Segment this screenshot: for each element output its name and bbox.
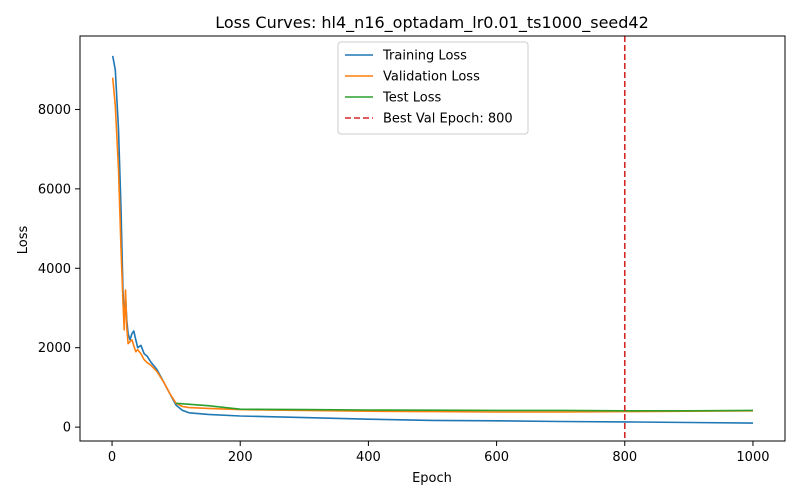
x-tick-label: 800 bbox=[612, 450, 637, 465]
plot-frame bbox=[79, 35, 786, 442]
x-tick-label: 600 bbox=[484, 450, 509, 465]
chart-title: Loss Curves: hl4_n16_optadam_lr0.01_ts10… bbox=[215, 13, 649, 33]
series-line bbox=[176, 402, 754, 412]
y-tick-label: 4000 bbox=[38, 262, 71, 277]
legend-box bbox=[337, 41, 529, 135]
x-axis: 0 200 400 600 800 1000 bbox=[108, 441, 770, 465]
x-tick-label: 400 bbox=[356, 450, 381, 465]
x-tick-label: 200 bbox=[228, 450, 253, 465]
y-tick-label: 2000 bbox=[38, 341, 71, 356]
x-axis-label: Epoch bbox=[412, 471, 452, 486]
y-axis: 0 2000 4000 6000 8000 bbox=[38, 103, 80, 436]
x-tick-label: 1000 bbox=[736, 450, 769, 465]
y-tick-label: 0 bbox=[63, 421, 71, 436]
y-axis-label: Loss bbox=[16, 226, 31, 255]
x-tick-label: 0 bbox=[108, 450, 116, 465]
legend-label: Validation Loss bbox=[383, 70, 480, 85]
legend-label: Best Val Epoch: 800 bbox=[383, 112, 513, 127]
legend: Training Loss Validation Loss Test Loss Bes… bbox=[337, 41, 529, 135]
legend-label: Training Loss bbox=[382, 49, 467, 64]
y-tick-label: 8000 bbox=[38, 103, 71, 118]
plot-area bbox=[111, 36, 754, 441]
y-tick-label: 6000 bbox=[38, 182, 71, 197]
legend-label: Test Loss bbox=[382, 91, 441, 106]
series-line bbox=[111, 77, 754, 413]
